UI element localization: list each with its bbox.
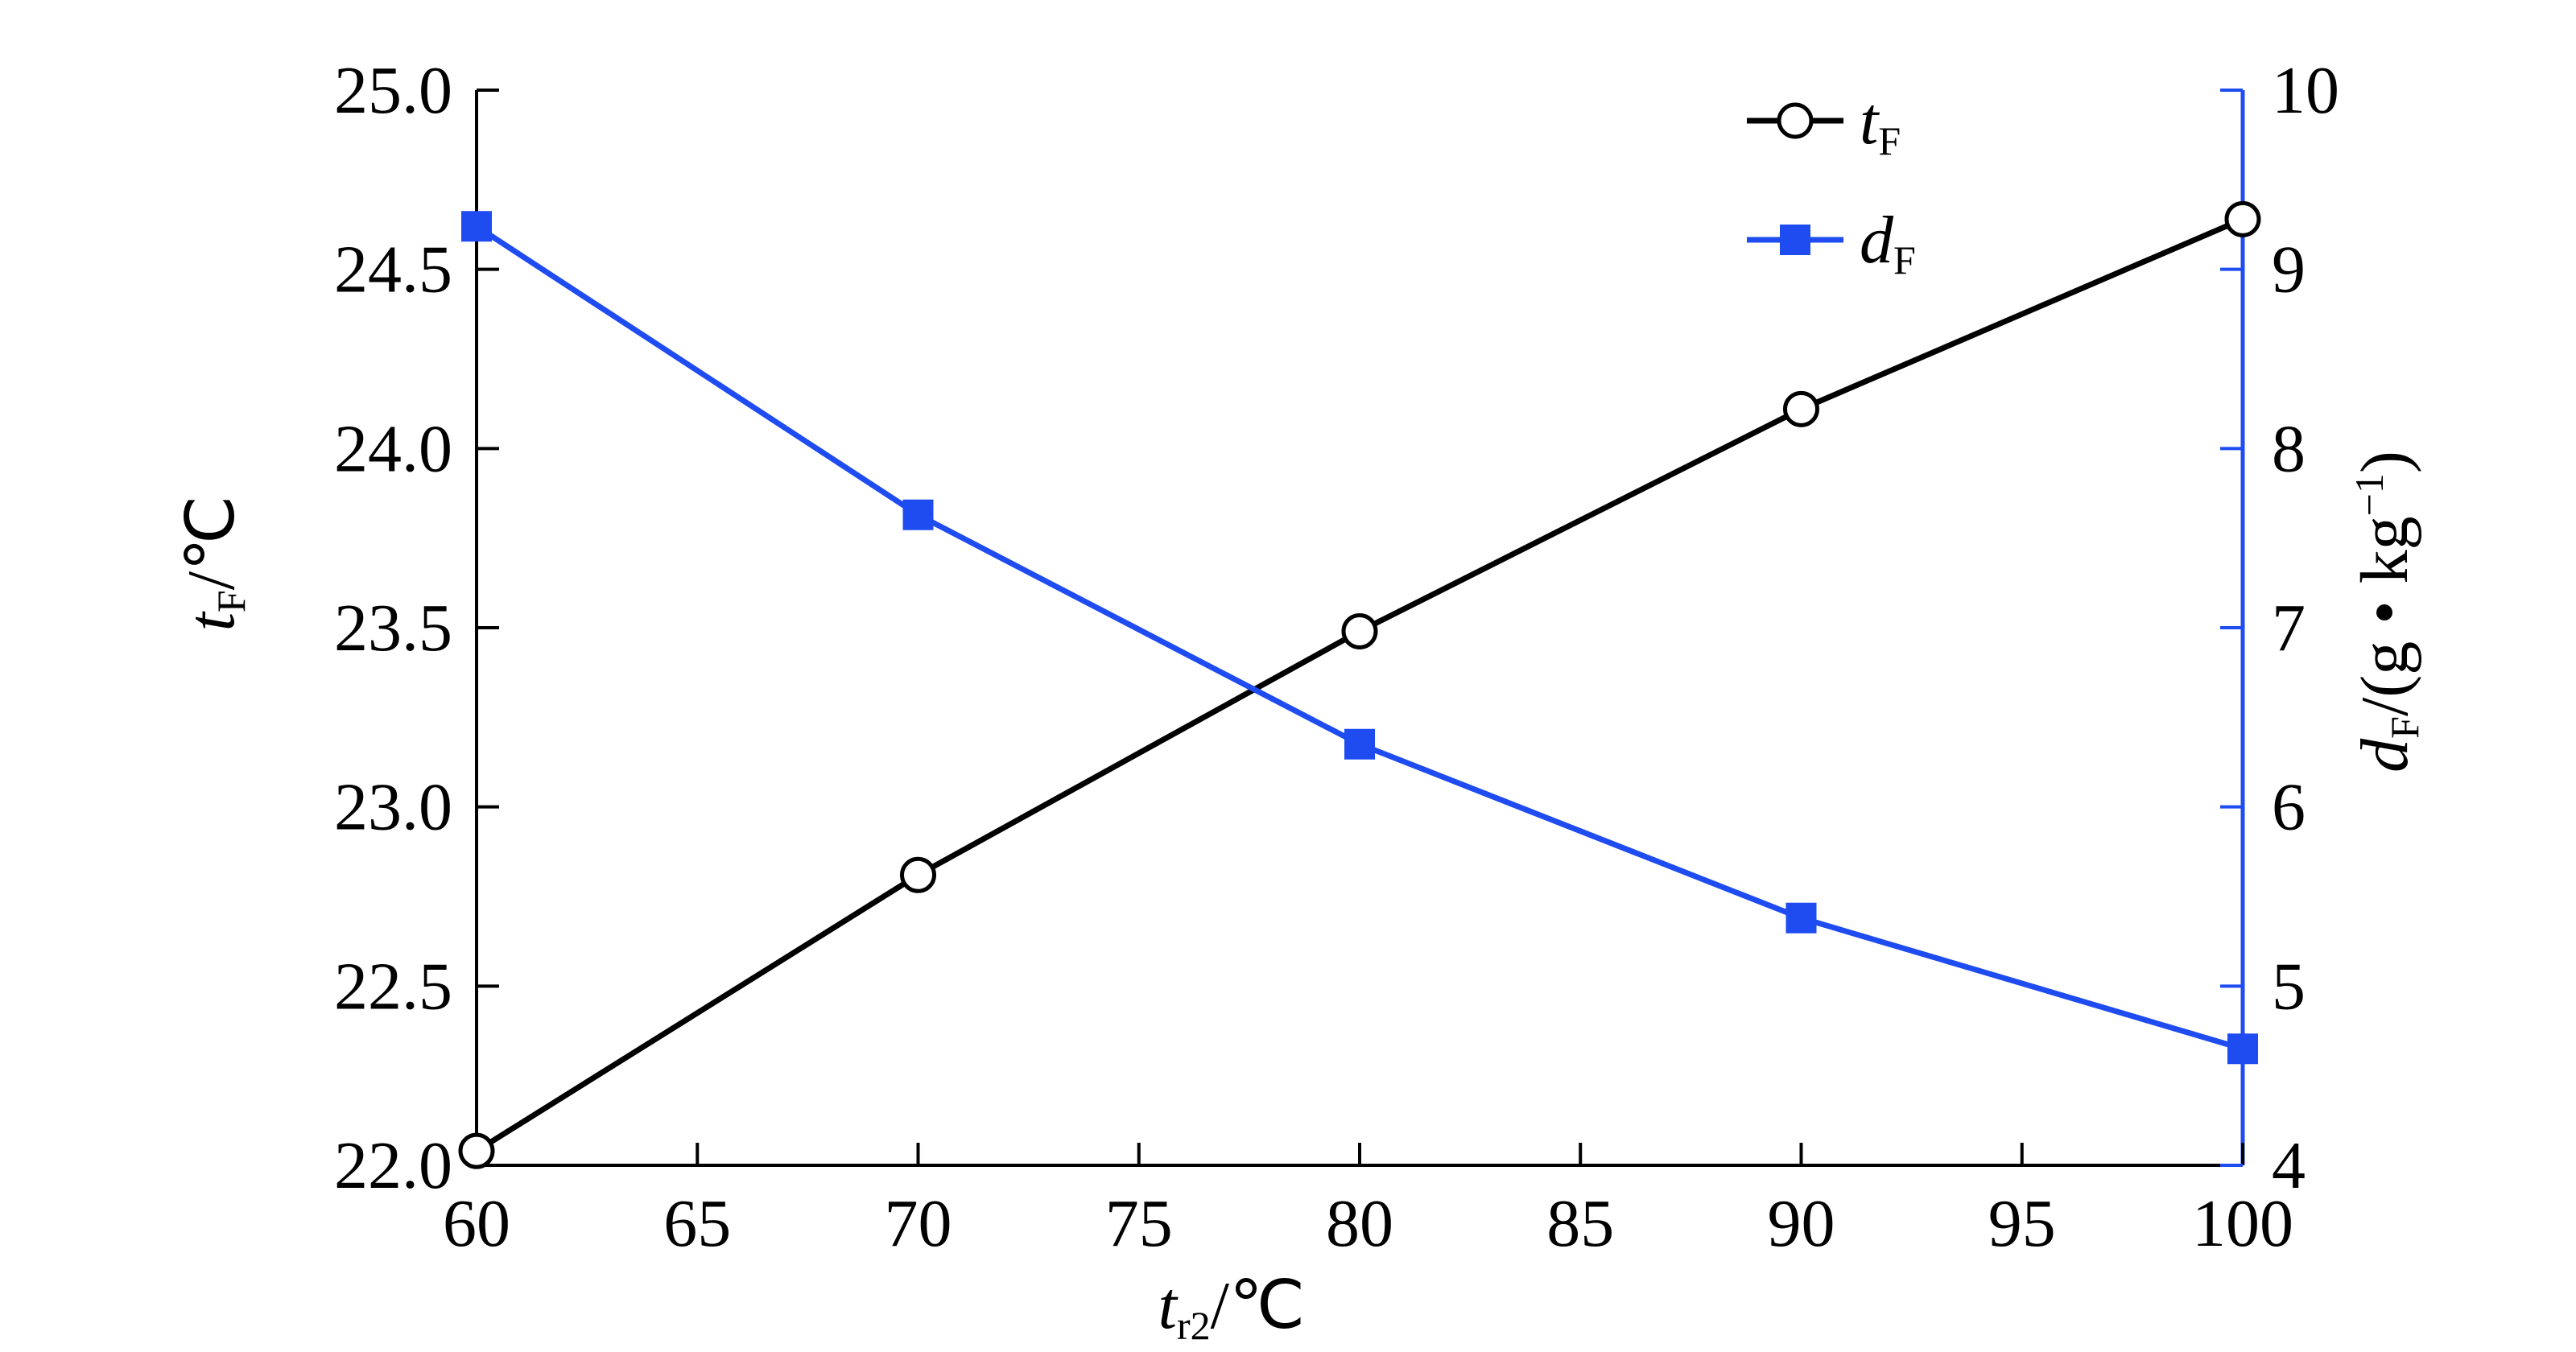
x-axis-title-main: t <box>1158 1268 1179 1343</box>
y-right-tick-label: 7 <box>2272 591 2306 666</box>
y-left-tick-label: 22.0 <box>334 1128 452 1203</box>
legend-label-main: t <box>1860 84 1880 159</box>
data-point-tF <box>900 856 936 893</box>
x-tick-label: 60 <box>443 1186 510 1261</box>
y-right-tick-label: 8 <box>2272 411 2306 486</box>
data-point-dF <box>1785 902 1817 934</box>
y-left-tick-label: 24.5 <box>334 233 452 307</box>
y-right-tick-label: 5 <box>2272 949 2306 1024</box>
y-left-tick-label: 23.5 <box>334 591 452 666</box>
x-tick-label: 65 <box>663 1186 731 1261</box>
x-tick-label: 85 <box>1546 1186 1614 1261</box>
y-left-tick-label: 22.5 <box>334 949 452 1024</box>
data-point-dF <box>461 211 492 242</box>
x-tick-label: 70 <box>885 1186 952 1261</box>
y-left-tick-label: 23.0 <box>334 770 452 845</box>
data-point-dF <box>2227 1033 2258 1065</box>
y-axis-right-title-sub: F <box>2382 716 2427 739</box>
x-axis-title-sub: r2 <box>1177 1303 1211 1348</box>
y-left-tick-label: 25.0 <box>334 53 452 128</box>
series-layer <box>458 200 2261 1169</box>
x-tick-label: 80 <box>1326 1186 1393 1261</box>
y-axis-right-title-sup: −1 <box>2347 473 2392 516</box>
y-axis-left-title-main: t <box>174 610 249 631</box>
y-axis-left-title-sub: F <box>208 590 254 612</box>
y-right-tick-label: 9 <box>2272 233 2306 307</box>
y-right-tick-label: 10 <box>2272 53 2339 128</box>
legend-label-main: d <box>1860 203 1894 278</box>
x-tick-label: 95 <box>1988 1186 2056 1261</box>
data-point-tF <box>2224 200 2261 237</box>
legend-label: dF <box>1860 203 1916 282</box>
x-tick-label: 75 <box>1105 1186 1173 1261</box>
legend-label-sub: F <box>1878 118 1901 163</box>
data-point-tF <box>1341 612 1378 649</box>
y-right-tick-label: 4 <box>2272 1128 2306 1203</box>
data-point-dF <box>1344 728 1375 760</box>
data-point-dF <box>902 499 934 530</box>
legend-marker <box>1777 102 1814 139</box>
y-axis-right-title-main: d <box>2347 738 2422 773</box>
x-axis-title-unit: /℃ <box>1211 1268 1306 1343</box>
data-point-tF <box>458 1132 495 1169</box>
y-axis-right-title-close: ) <box>2347 451 2422 473</box>
data-point-tF <box>1783 390 1819 427</box>
y-axis-left-title-unit: /℃ <box>174 496 249 591</box>
y-axis-right-title-unit: /(g • kg <box>2347 516 2422 716</box>
legend-label-sub: F <box>1893 237 1916 282</box>
axes: 60 65 70 75 80 85 90 95 10022.022.523.023.524.02… <box>334 53 2339 1261</box>
x-axis-title: tr2/℃ <box>1158 1268 1306 1348</box>
y-axis-left-title: tF/℃ <box>174 496 254 632</box>
y-axis-right-title: dF/(g • kg−1) <box>2347 451 2427 773</box>
x-tick-label: 90 <box>1768 1186 1835 1261</box>
y-left-tick-label: 24.0 <box>334 411 452 486</box>
series-line-tF <box>475 216 2244 1154</box>
legend-label: tF <box>1860 84 1901 163</box>
legend-marker <box>1780 225 1810 255</box>
x-tick-label: 100 <box>2192 1186 2293 1261</box>
y-right-tick-label: 6 <box>2272 770 2306 845</box>
